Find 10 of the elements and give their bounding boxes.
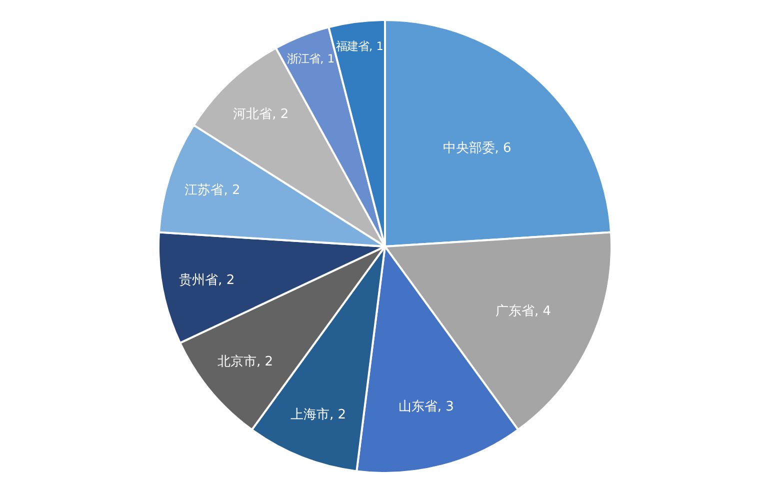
slice-label: 北京市, 2 [217, 354, 274, 370]
slice-label: 广东省, 4 [496, 304, 552, 320]
slice-label: 江苏省, 2 [184, 182, 240, 198]
slice-label: 中央部委, 6 [442, 140, 512, 156]
slice-label: 福建省, 1 [336, 38, 384, 53]
slice-label: 贵州省, 2 [179, 272, 235, 288]
slice-label: 浙江省, 1 [287, 51, 335, 66]
slice-label: 山东省, 3 [398, 399, 454, 414]
slice-label: 上海市, 2 [290, 408, 346, 423]
slice-label: 河北省, 2 [233, 106, 289, 122]
